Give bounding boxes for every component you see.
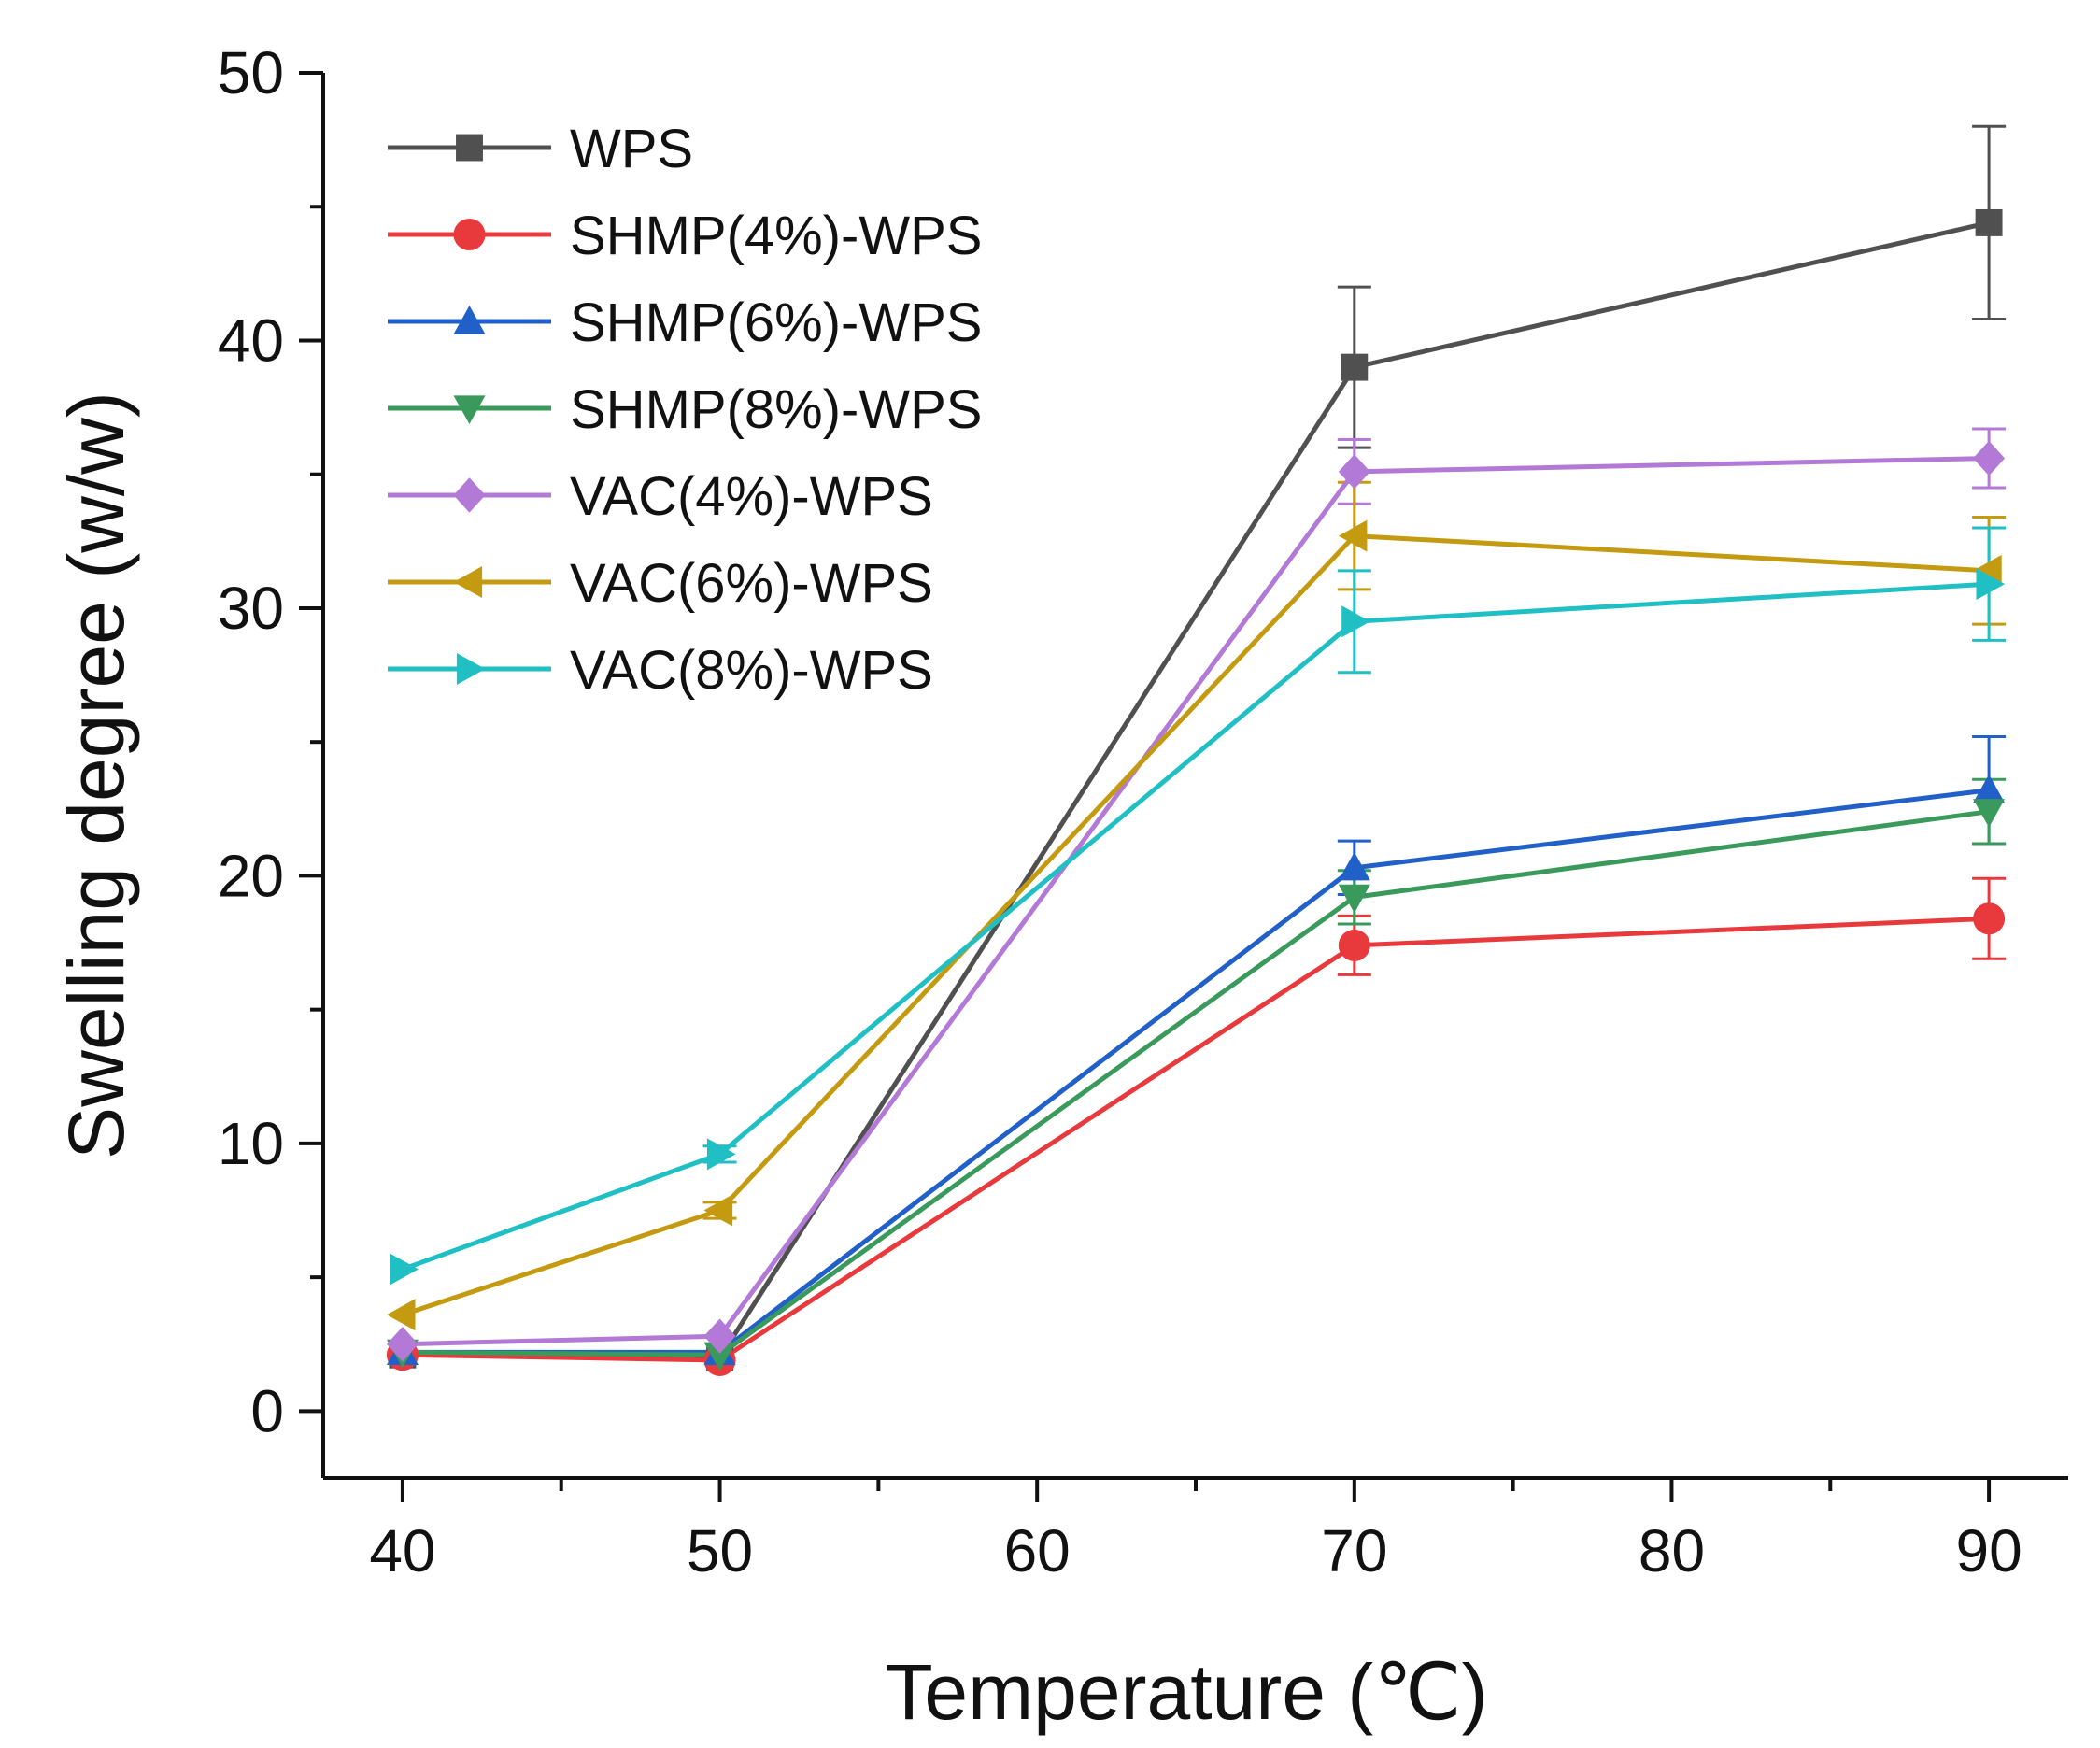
x-tick-label-60: 60 — [1004, 1517, 1071, 1585]
y-axis-title: Swelling degree (w/w) — [52, 391, 140, 1159]
point-shmp-6-wps-90 — [1973, 774, 2006, 803]
point-vac-8-wps-40 — [390, 1253, 419, 1286]
legend-item-shmp-6-wps: SHMP(6%)-WPS — [388, 292, 982, 353]
point-vac-8-wps-90 — [1976, 568, 2006, 601]
point-vac-6-wps-70 — [1338, 519, 1368, 552]
point-vac-8-wps-70 — [1341, 605, 1370, 638]
legend-marker-vac-6-wps — [453, 566, 483, 598]
legend-item-shmp-8-wps: SHMP(8%)-WPS — [388, 379, 982, 440]
legend-item-vac-6-wps: VAC(6%)-WPS — [388, 553, 933, 614]
point-vac-4-wps-40 — [386, 1327, 419, 1362]
series-line-shmp-4-wps — [402, 916, 1990, 1363]
legend-item-vac-4-wps: VAC(4%)-WPS — [388, 466, 933, 527]
legend-item-vac-8-wps: VAC(8%)-WPS — [388, 640, 933, 701]
legend-label-shmp-6-wps: SHMP(6%)-WPS — [570, 292, 982, 353]
y-tick-label-40: 40 — [218, 306, 284, 374]
y-tick-label-50: 50 — [218, 39, 284, 107]
legend-label-vac-4-wps: VAC(4%)-WPS — [570, 466, 933, 527]
point-wps-70 — [1341, 353, 1369, 381]
x-axis-title: Temperature (℃) — [885, 1648, 1487, 1736]
series-line-vac-4-wps — [402, 456, 1990, 1347]
x-tick-label-40: 40 — [369, 1517, 435, 1585]
point-vac-6-wps-50 — [703, 1194, 733, 1227]
point-vac-4-wps-50 — [703, 1318, 736, 1354]
legend-label-wps: WPS — [570, 119, 693, 179]
legend-marker-shmp-6-wps — [453, 306, 486, 334]
series-line-shmp-8-wps — [402, 809, 1990, 1357]
legend-marker-shmp-8-wps — [453, 395, 486, 424]
x-tick-label-80: 80 — [1639, 1517, 1705, 1585]
y-tick-label-0: 0 — [250, 1377, 284, 1444]
point-wps-90 — [1975, 208, 2003, 236]
legend-item-shmp-4-wps: SHMP(4%)-WPS — [388, 206, 982, 266]
y-tick-label-30: 30 — [218, 575, 284, 642]
point-vac-4-wps-70 — [1338, 454, 1370, 490]
legend-marker-shmp-4-wps — [453, 219, 486, 250]
point-vac-8-wps-50 — [706, 1138, 736, 1171]
point-shmp-4-wps-70 — [1338, 929, 1370, 961]
legend-marker-vac-8-wps — [456, 653, 486, 685]
series-markers — [386, 208, 2006, 1376]
point-shmp-4-wps-90 — [1973, 902, 2006, 935]
point-vac-6-wps-40 — [386, 1299, 416, 1331]
legend-label-vac-8-wps: VAC(8%)-WPS — [570, 640, 933, 701]
point-shmp-6-wps-70 — [1338, 851, 1370, 881]
y-tick-label-20: 20 — [218, 842, 284, 909]
y-tick-label-10: 10 — [218, 1110, 284, 1177]
point-vac-4-wps-90 — [1973, 440, 2006, 476]
point-shmp-8-wps-70 — [1338, 884, 1370, 914]
series-lines — [402, 220, 1990, 1363]
x-tick-label-70: 70 — [1321, 1517, 1387, 1585]
x-tick-label-50: 50 — [687, 1517, 753, 1585]
point-shmp-8-wps-90 — [1973, 799, 2006, 828]
series-line-vac-6-wps — [402, 533, 1990, 1317]
series-line-vac-8-wps — [402, 581, 1990, 1272]
point-shmp-8-wps-50 — [703, 1342, 736, 1371]
legend: WPS SHMP(4%)-WPS SHMP(6%)-WPS SHMP(8%)-WPS V… — [388, 119, 982, 701]
x-tick-label-90: 90 — [1955, 1517, 2022, 1585]
legend-label-vac-6-wps: VAC(6%)-WPS — [570, 553, 933, 614]
legend-label-shmp-4-wps: SHMP(4%)-WPS — [570, 206, 982, 266]
axes: 0 10 20 30 40 50 40 50 60 70 80 90 — [218, 39, 2068, 1585]
legend-marker-vac-4-wps — [453, 477, 486, 513]
legend-item-wps: WPS — [388, 119, 693, 179]
legend-label-shmp-8-wps: SHMP(8%)-WPS — [570, 379, 982, 440]
legend-marker-wps — [456, 134, 483, 162]
